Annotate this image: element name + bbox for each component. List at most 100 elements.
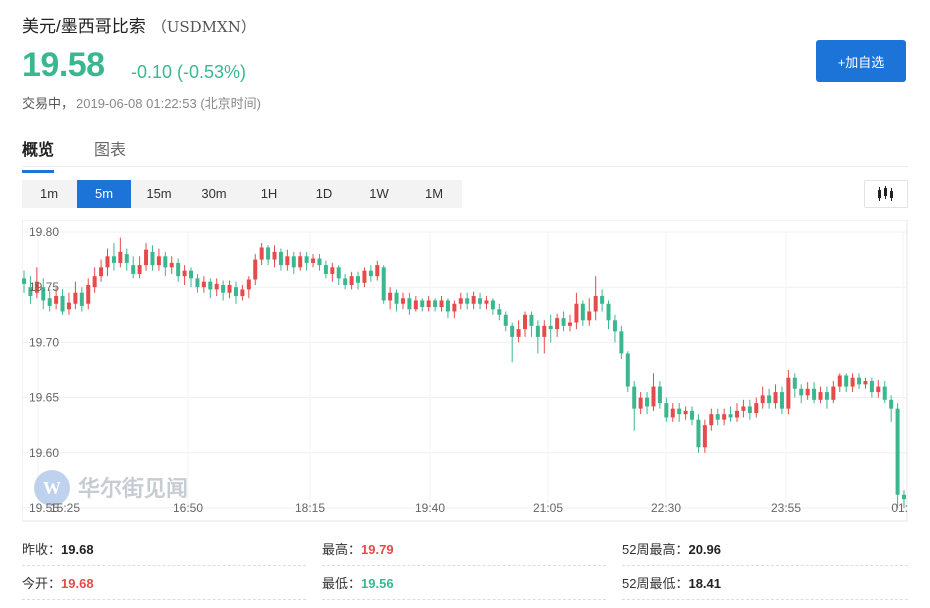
candle [304,251,309,271]
candle-body [677,408,682,415]
candle [208,278,213,299]
candle [285,249,290,271]
interval-1h[interactable]: 1H [260,186,278,201]
stat-label: 最高： [322,542,362,557]
candle [677,403,682,422]
candle [79,287,84,312]
interval-selector: 1m 5m 15m 30m 1H 1D 1W 1M [22,180,462,208]
candle-body [632,386,637,409]
candle-body [702,425,707,448]
candle [715,408,720,426]
candle [478,292,483,310]
candle-body [831,386,836,400]
stat-label: 52周最低： [622,576,689,591]
candle-body [426,300,431,308]
candle [709,408,714,431]
chart-type-button[interactable] [864,180,908,208]
stat-high: 最高：19.79 [322,535,606,566]
candle-body [304,256,309,263]
candle [863,377,868,389]
candle-body [375,265,380,277]
interval-15m[interactable]: 15m [146,186,172,201]
candle-body [882,386,887,400]
interval-5m[interactable]: 5m [77,180,131,208]
candle-body [625,353,630,387]
candle [407,292,412,315]
candle [824,386,829,409]
candle-body [60,296,65,312]
candle [259,243,264,266]
candle-body [298,256,303,268]
candle-body [484,300,489,304]
candle-body [863,381,868,385]
candle-body [381,267,386,301]
candle [876,379,881,398]
candle-body [439,300,444,308]
tab-overview[interactable]: 概览 [22,136,55,173]
candle-body [741,406,746,411]
candle-body [240,289,245,297]
candle [580,300,585,326]
interval-30m[interactable]: 30m [201,186,227,201]
candle-body [728,414,733,418]
candle [41,278,46,310]
candle-body [163,256,168,268]
candle [86,278,91,310]
candle [523,311,528,337]
tab-chart[interactable]: 图表 [94,142,127,159]
candle-body [844,375,849,387]
candle [542,320,547,354]
candle-body [574,303,579,323]
candle [362,267,367,288]
tab-bar: 概览 图表 [22,130,908,173]
candle-body [490,300,495,310]
y-tick-label: 19.55 [29,501,59,515]
candle [548,314,553,343]
chart-frame [22,220,908,522]
candle [747,399,752,420]
candle-body [79,292,84,306]
candle [368,265,373,282]
candle-body [169,262,174,268]
candle [645,392,650,415]
candle [131,256,136,279]
price-change: -0.10 (-0.53%) [131,62,247,82]
candle [111,243,116,271]
interval-1w[interactable]: 1W [369,186,389,201]
candle [356,271,361,290]
candle-body [696,419,701,448]
candle [651,373,656,411]
candle-body [902,494,906,500]
candle [535,320,540,354]
instrument-title: 美元/墨西哥比索 （USDMXN） [22,12,256,37]
candle [54,287,59,310]
candle [792,373,797,398]
instrument-name: 美元/墨西哥比索 [22,17,146,36]
candle [99,259,104,282]
candle [317,254,322,271]
candle-body [420,300,425,308]
candle [28,276,33,304]
candle-body [670,408,675,418]
interval-1d[interactable]: 1D [315,186,333,201]
candle-body [889,399,894,409]
candle [837,373,842,393]
candle [619,325,624,359]
candle-body [233,287,238,297]
candle-body [734,410,739,418]
candle-body [28,287,33,297]
interval-1m[interactable]: 1m [39,186,59,201]
candle [484,296,489,310]
interval-1mo[interactable]: 1M [424,186,444,201]
add-to-watchlist-button[interactable]: +加自选 [816,40,906,82]
candle [400,292,405,310]
stat-value: 20.96 [688,542,722,557]
candle [625,351,630,393]
candle [773,384,778,409]
candle-body [92,276,97,288]
candle [683,406,688,420]
candle-body [41,287,46,301]
candle-body [760,395,765,404]
candle [670,403,675,422]
candle-body [612,320,617,332]
